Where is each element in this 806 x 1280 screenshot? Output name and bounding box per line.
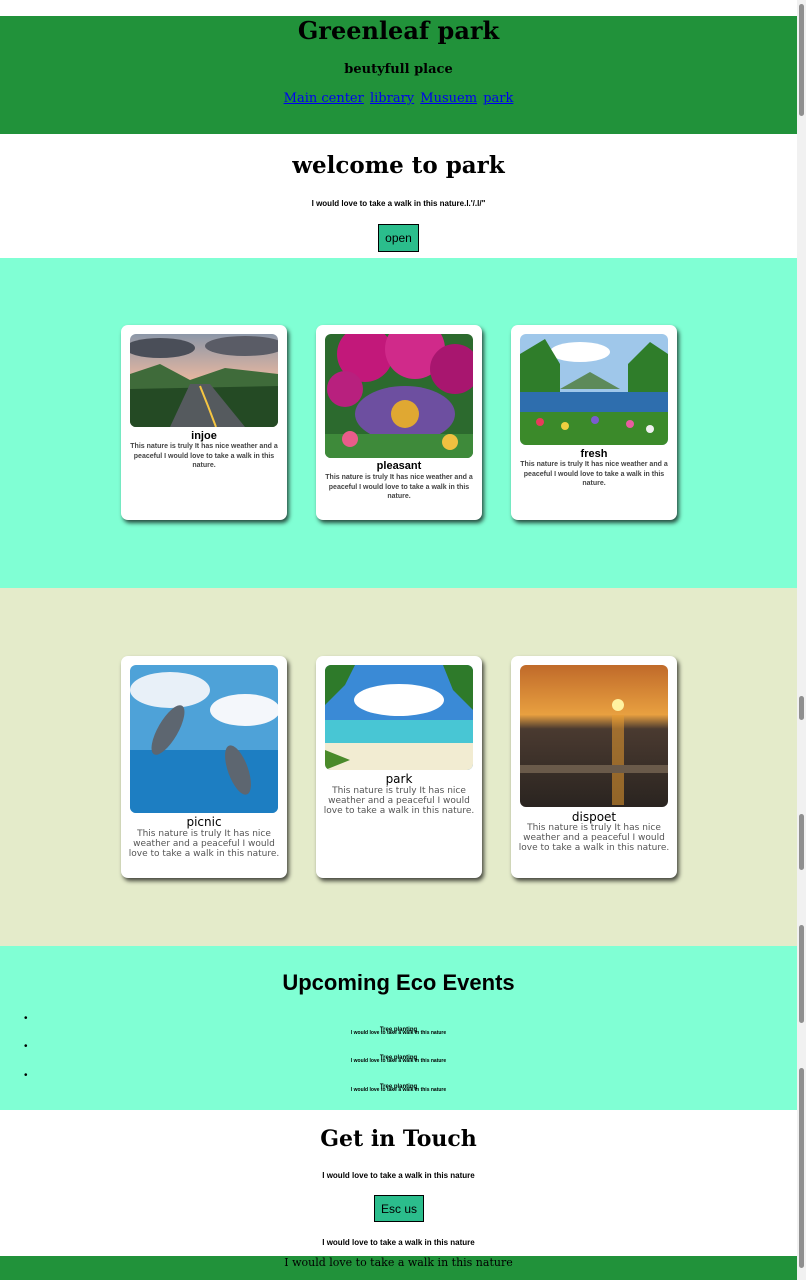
scrollbar-marker	[799, 925, 804, 1023]
gallery-card[interactable]: picnic This nature is truly It has nice …	[121, 656, 287, 878]
card-desc: This nature is truly It has nice weather…	[520, 461, 668, 487]
card-image-sunset	[520, 665, 668, 807]
event-item: • Tree planting I would love to take a w…	[0, 1070, 797, 1093]
bullet: •	[24, 1070, 28, 1081]
event-desc: I would love to take a walk in this natu…	[350, 1087, 447, 1093]
event-desc: I would love to take a walk in this natu…	[350, 1058, 447, 1064]
gallery-card[interactable]: dispoet This nature is truly It has nice…	[511, 656, 677, 878]
nav-link-main-center[interactable]: Main center	[283, 91, 364, 106]
bullet: •	[24, 1041, 28, 1052]
card-image-road	[130, 334, 278, 427]
welcome-title: welcome to park	[292, 152, 505, 179]
contact-text-2: I would love to take a walk in this natu…	[322, 1238, 475, 1247]
card-name: fresh	[580, 448, 608, 460]
open-button[interactable]: open	[378, 224, 419, 252]
nav-link-museum[interactable]: Musuem	[420, 91, 478, 106]
card-desc: This nature is truly It has nice weather…	[130, 443, 278, 469]
footer-text: I would love to take a walk in this natu…	[284, 1256, 513, 1269]
scrollbar-marker	[799, 814, 804, 870]
card-name: park	[385, 772, 413, 786]
event-item: • Tree planting I would love to take a w…	[0, 1013, 797, 1036]
site-subtitle: beutyfull place	[344, 62, 453, 77]
page-scrollbar[interactable]	[797, 0, 806, 1280]
site-title: Greenleaf park	[297, 16, 500, 45]
gallery-section-2: picnic This nature is truly It has nice …	[0, 588, 797, 946]
card-name: picnic	[186, 815, 222, 829]
nav-link-park[interactable]: park	[483, 91, 514, 106]
gallery-card[interactable]: injoe This nature is truly It has nice w…	[121, 325, 287, 520]
welcome-tagline: I would love to take a walk in this natu…	[311, 199, 486, 208]
card-desc: This nature is truly It has nice weather…	[128, 829, 280, 859]
scrollbar-marker	[799, 1068, 804, 1268]
card-name: dispoet	[571, 810, 617, 824]
gallery-card[interactable]: park This nature is truly It has nice we…	[316, 656, 482, 878]
gallery-card[interactable]: pleasant This nature is truly It has nic…	[316, 325, 482, 520]
card-image-beach	[325, 665, 473, 770]
card-name: injoe	[191, 430, 217, 442]
scrollbar-marker	[799, 696, 804, 720]
nav-link-library[interactable]: library	[369, 91, 415, 106]
card-image-dolphins	[130, 665, 278, 813]
card-desc: This nature is truly It has nice weather…	[518, 823, 670, 853]
site-footer: I would love to take a walk in this natu…	[0, 1256, 797, 1280]
event-title: Tree planting	[379, 1084, 418, 1090]
welcome-section: welcome to park I would love to take a w…	[0, 134, 797, 258]
card-image-lake	[520, 334, 668, 445]
card-desc: This nature is truly It has nice weather…	[323, 786, 475, 816]
scrollbar-thumb[interactable]	[799, 4, 804, 116]
contact-title: Get in Touch	[320, 1126, 477, 1152]
event-title: Tree planting	[379, 1027, 418, 1033]
card-desc: This nature is truly It has nice weather…	[325, 474, 473, 500]
gallery-section-1: injoe This nature is truly It has nice w…	[0, 258, 797, 588]
card-image-garden-house	[325, 334, 473, 458]
contact-us-button[interactable]: Esc us	[374, 1195, 424, 1222]
main-nav: Main center library Musuem park	[0, 91, 797, 106]
event-title: Tree planting	[379, 1055, 418, 1061]
contact-section: Get in Touch I would love to take a walk…	[0, 1110, 797, 1256]
card-name: pleasant	[376, 460, 422, 472]
event-item: • Tree planting I would love to take a w…	[0, 1041, 797, 1064]
event-desc: I would love to take a walk in this natu…	[350, 1030, 447, 1036]
events-title: Upcoming Eco Events	[282, 970, 515, 995]
site-header: Greenleaf park beutyfull place Main cent…	[0, 16, 797, 134]
events-section: Upcoming Eco Events • Tree planting I wo…	[0, 946, 797, 1110]
gallery-card[interactable]: fresh This nature is truly It has nice w…	[511, 325, 677, 520]
contact-text: I would love to take a walk in this natu…	[322, 1171, 475, 1180]
bullet: •	[24, 1013, 28, 1024]
